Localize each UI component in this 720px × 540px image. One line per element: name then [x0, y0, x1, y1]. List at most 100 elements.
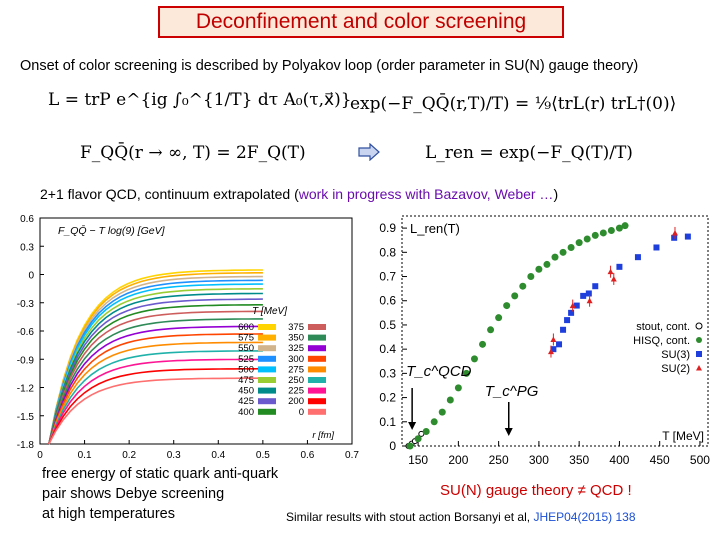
y-tick-label: 0.4: [379, 342, 396, 356]
data-point-hisq: [567, 243, 575, 251]
data-point-hisq: [511, 292, 519, 300]
legend-swatch: [308, 345, 326, 352]
data-point-hisq: [615, 224, 623, 232]
y-tick-label: 0.8: [379, 245, 396, 259]
data-point-hisq: [487, 326, 495, 334]
legend-label: 450: [238, 386, 254, 397]
legend-label: 375: [288, 322, 304, 333]
data-point-hisq: [575, 239, 583, 247]
data-point-su3: [616, 263, 623, 270]
data-point-su3: [684, 233, 691, 240]
legend-label: stout, cont.: [636, 321, 690, 333]
polyakov-loop-definition: L = trP e^{ig ∫₀^{1/T} dτ A₀(τ,x⃗)}: [48, 90, 352, 110]
data-point-su3: [671, 234, 678, 241]
series-line: [48, 310, 263, 445]
data-point-hisq: [495, 314, 503, 322]
data-point-su2: [550, 336, 557, 342]
free-energy-chart: 0.60.30-0.3-0.6-0.9-1.2-1.5-1.80 0.1 0.2 0.…: [17, 214, 360, 461]
y-tick-label: 0.3: [20, 242, 34, 253]
qcd-note-prefix: 2+1 flavor QCD, continuum extrapolated (: [40, 186, 299, 202]
x-tick-label: 0.1: [78, 450, 92, 461]
legend-marker: [696, 351, 702, 357]
reference-note: Similar results with stout action Borsan…: [286, 510, 636, 524]
data-point-su3: [568, 309, 575, 316]
series-line: [48, 269, 263, 445]
data-point-hisq: [519, 282, 527, 290]
legend-label: 350: [288, 333, 304, 344]
y-tick-label: -1.2: [17, 384, 35, 395]
legend-swatch: [308, 387, 326, 394]
series-line: [48, 272, 263, 445]
legend-label: 300: [288, 354, 304, 365]
series-line: [48, 350, 263, 445]
data-point-hisq: [462, 369, 470, 377]
x-tick-label: 0.2: [122, 450, 136, 461]
y-tick-label: -1.5: [17, 412, 35, 423]
series-line: [48, 318, 263, 445]
data-point-su3: [653, 244, 660, 251]
legend-swatch: [308, 408, 326, 415]
data-point-hisq: [422, 427, 430, 435]
legend-label: 325: [288, 343, 304, 354]
data-point-su3: [634, 254, 641, 261]
series-line: [48, 283, 263, 445]
legend-marker: [696, 337, 702, 343]
series-line: [48, 304, 263, 445]
legend-marker: [696, 365, 702, 371]
data-point-hisq: [607, 227, 615, 235]
x-axis-label: T [MeV]: [662, 429, 704, 443]
data-point-hisq: [503, 302, 511, 310]
y-tick-label: 0.5: [379, 318, 396, 332]
legend-label: 250: [288, 375, 304, 386]
x-tick-label: 450: [650, 453, 670, 467]
y-tick-label: -0.9: [17, 355, 35, 366]
legend-swatch: [258, 377, 276, 383]
legend-label: HISQ, cont.: [633, 335, 690, 347]
series-line: [48, 275, 263, 445]
series-line: [48, 292, 263, 445]
data-point-su3: [556, 341, 563, 348]
free-energy-limit: F_QQ̄(r → ∞, T) = 2F_Q(T): [80, 143, 306, 163]
legend-swatch: [258, 324, 276, 330]
slide-title: Deconfinement and color screening: [158, 6, 564, 38]
x-tick-label: 0.7: [345, 450, 359, 461]
data-point-hisq: [438, 408, 446, 416]
legend-swatch: [258, 366, 276, 373]
x-tick-label: 350: [569, 453, 589, 467]
caption-line-1: free energy of static quark anti-quark: [42, 466, 279, 482]
data-point-su3: [550, 346, 557, 353]
legend-label: 425: [238, 396, 254, 407]
legend-swatch: [308, 324, 326, 330]
y-tick-label: 0: [389, 439, 396, 453]
legend-swatch: [258, 398, 276, 405]
series-line: [48, 358, 263, 445]
x-tick-label: 0: [37, 450, 43, 461]
legend-swatch: [308, 366, 326, 373]
y-tick-label: 0: [28, 271, 34, 282]
y-tick-label: 0.1: [379, 415, 396, 429]
legend-label: 600: [238, 322, 254, 333]
y-tick-label: -1.8: [17, 440, 35, 451]
series-line: [48, 298, 263, 445]
x-tick-label: 500: [690, 453, 710, 467]
legend-label: 550: [238, 343, 254, 354]
data-point-su2: [607, 268, 614, 275]
legend-swatch: [308, 334, 326, 341]
polyakov-loop-chart: 0 0.1 0.2 0.3 0.4 0.5 0.6 0.7 0.8 0.9 150 200 250 300…: [379, 215, 710, 467]
x-tick-label: 0.5: [256, 450, 270, 461]
warning-note: SU(N) gauge theory ≠ QCD !: [440, 482, 632, 499]
y-tick-label: 0.6: [20, 214, 34, 225]
data-point-hisq: [543, 260, 551, 268]
data-point-su3: [573, 302, 580, 309]
reference-link[interactable]: JHEP04(2015) 138: [533, 510, 636, 524]
data-point-hisq: [583, 235, 591, 243]
data-point-hisq: [621, 222, 629, 230]
data-point-hisq: [599, 229, 607, 237]
legend-label: 400: [238, 407, 254, 418]
legend-swatch: [308, 355, 326, 362]
qcd-note: 2+1 flavor QCD, continuum extrapolated (…: [40, 186, 558, 202]
tc-qcd-arrowhead: [408, 422, 417, 430]
legend-swatch: [308, 398, 326, 405]
data-point-hisq: [559, 248, 567, 256]
